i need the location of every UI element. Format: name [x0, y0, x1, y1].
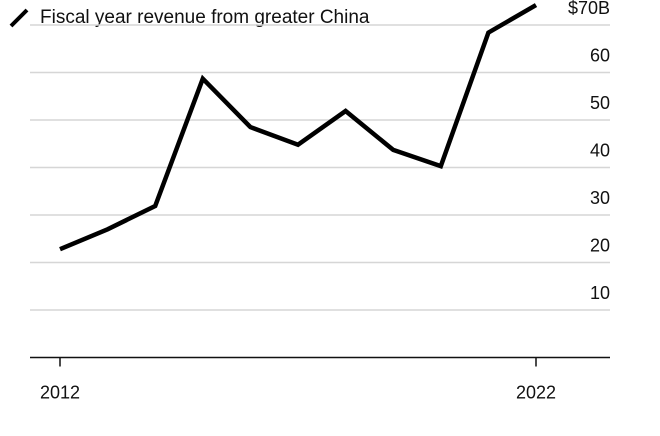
series-line-0 — [59, 3, 538, 252]
y-tick-label: 40 — [590, 141, 610, 161]
legend-line-swatch-icon — [9, 8, 29, 28]
y-tick-label: $70B — [568, 0, 610, 18]
y-tick-label: 60 — [590, 46, 610, 66]
y-tick-label: 10 — [590, 283, 610, 303]
y-tick-label: 30 — [590, 188, 610, 208]
legend-series-label: Fiscal year revenue from greater China — [40, 7, 370, 28]
y-tick-label: 50 — [590, 93, 610, 113]
chart-legend: Fiscal year revenue from greater China — [8, 4, 369, 32]
x-tick-label: 2022 — [516, 383, 556, 403]
y-tick-label: 20 — [590, 236, 610, 256]
x-tick-label: 2012 — [40, 383, 80, 403]
